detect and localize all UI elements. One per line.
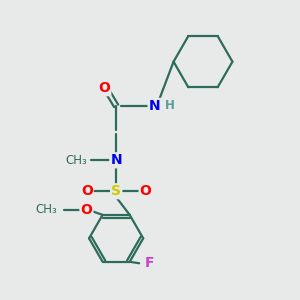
- Text: CH₃: CH₃: [65, 154, 87, 167]
- Text: O: O: [81, 184, 93, 198]
- Text: N: N: [148, 99, 160, 113]
- Text: O: O: [80, 202, 92, 217]
- Text: H: H: [165, 99, 175, 112]
- Text: F: F: [144, 256, 154, 270]
- Text: N: N: [110, 153, 122, 167]
- Text: S: S: [111, 184, 121, 198]
- Text: O: O: [140, 184, 152, 198]
- Text: O: O: [98, 81, 110, 95]
- Text: CH₃: CH₃: [36, 203, 58, 216]
